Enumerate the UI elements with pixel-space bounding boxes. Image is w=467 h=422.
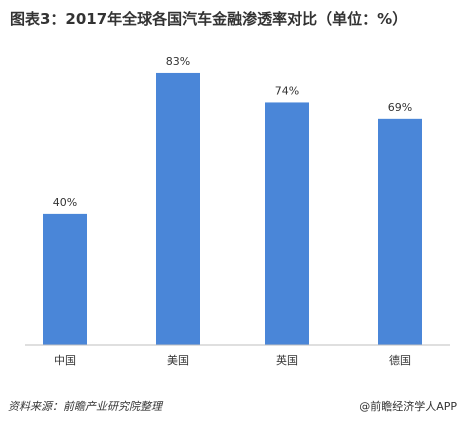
source-note: 资料来源：前瞻产业研究院整理 — [8, 400, 162, 413]
bar-2 — [265, 102, 309, 345]
category-label-0: 中国 — [54, 354, 76, 367]
brand-note: @前瞻经济学人APP — [359, 400, 457, 413]
value-label-0: 40% — [53, 196, 77, 209]
labels-group: 40% 中国 83% 美国 74% 英国 69% 德国 — [53, 55, 412, 367]
bar-0 — [43, 213, 87, 345]
bar-1 — [156, 72, 200, 345]
chart-title: 图表3：2017年全球各国汽车金融渗透率对比（单位：%） — [10, 10, 408, 28]
value-label-2: 74% — [275, 84, 299, 97]
bar-3 — [378, 118, 422, 345]
value-label-3: 69% — [388, 101, 412, 114]
bars-group — [43, 72, 422, 345]
category-label-1: 美国 — [167, 354, 189, 367]
category-label-3: 德国 — [389, 353, 411, 367]
category-label-2: 英国 — [276, 353, 298, 367]
value-label-1: 83% — [166, 55, 190, 68]
